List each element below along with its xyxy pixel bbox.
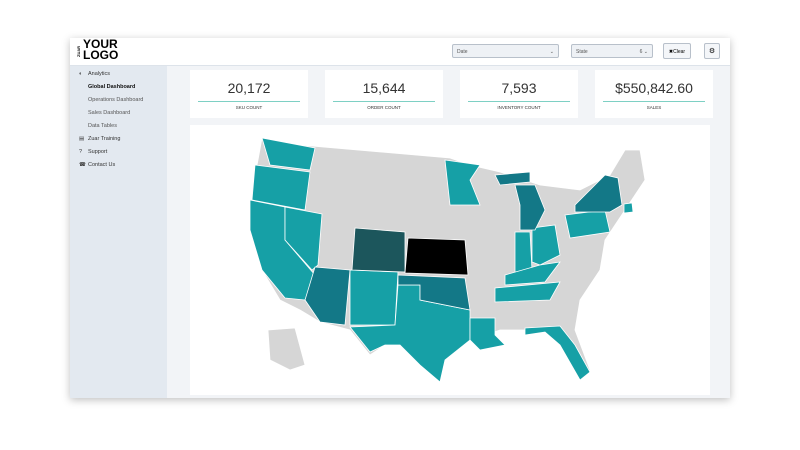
state[interactable] xyxy=(261,137,316,171)
state[interactable] xyxy=(444,159,481,206)
nav-subitem[interactable]: Data Tables xyxy=(88,123,117,129)
kpi-card: 20,172 SKU COUNT xyxy=(190,70,308,118)
kpi-value: 15,644 xyxy=(362,80,406,96)
settings-button[interactable]: ⚙ xyxy=(704,43,720,59)
nav-item[interactable]: Zuar Training xyxy=(88,136,121,142)
date-filter[interactable]: Date ⌄ xyxy=(452,44,559,58)
kpi-card: 15,644 ORDER COUNT xyxy=(325,70,443,118)
clear-button[interactable]: ✖Clear xyxy=(663,43,691,59)
clear-label: Clear xyxy=(673,49,686,55)
nav-item[interactable]: Support xyxy=(88,149,108,155)
nav-item[interactable]: Contact Us xyxy=(88,162,116,168)
logo-prefix: ZUAR xyxy=(76,45,81,57)
kpi-value: 7,593 xyxy=(501,80,537,96)
date-label: Date xyxy=(457,49,468,55)
state[interactable] xyxy=(574,174,623,213)
state[interactable] xyxy=(397,274,471,311)
state[interactable] xyxy=(351,227,406,273)
logo-line: LOGO xyxy=(83,48,119,62)
kpi-value: 20,172 xyxy=(227,80,271,96)
logo: YOUR LOGO xyxy=(83,38,119,62)
logo-line: YOUR xyxy=(83,38,118,51)
kpi-value: $550,842.60 xyxy=(615,80,693,96)
header: ZUAR YOUR LOGO Date ⌄ State 6 ⌄ ✖Clear ⚙ xyxy=(70,38,730,66)
state[interactable] xyxy=(494,281,561,303)
state[interactable] xyxy=(531,224,561,266)
state[interactable] xyxy=(524,325,591,381)
state-filter[interactable]: State 6 ⌄ xyxy=(571,44,653,58)
nav-subitem[interactable]: Sales Dashboard xyxy=(88,110,131,116)
state-label: State xyxy=(576,49,588,55)
nav-subitem[interactable]: Operations Dashboard xyxy=(88,97,144,103)
kpi-label: INVENTORY COUNT xyxy=(497,105,541,110)
state[interactable] xyxy=(623,202,634,214)
kpi-label: SALES xyxy=(646,105,662,110)
nav-icon: ◐ xyxy=(79,71,83,77)
kpi-label: ORDER COUNT xyxy=(367,105,401,110)
state[interactable] xyxy=(514,231,533,273)
nav-icon: ▤ xyxy=(79,136,85,142)
kpi-card: 7,593 INVENTORY COUNT xyxy=(460,70,578,118)
state[interactable] xyxy=(251,164,311,211)
kpi-label: SKU COUNT xyxy=(235,105,263,110)
state-count: 6 xyxy=(639,49,643,55)
us-map xyxy=(249,137,646,383)
state[interactable] xyxy=(514,184,546,231)
app-window: ZUAR YOUR LOGO Date ⌄ State 6 ⌄ ✖Clear ⚙ ◐… xyxy=(70,38,730,398)
kpi-card: $550,842.60 SALES xyxy=(595,70,713,118)
nav-item[interactable]: Analytics xyxy=(88,71,111,77)
state[interactable] xyxy=(469,317,506,351)
sidebar: ◐ Analytics Global Dashboard Operations Das… xyxy=(70,66,167,398)
map-card xyxy=(190,125,710,395)
state[interactable] xyxy=(504,261,561,286)
nav-subitem[interactable]: Global Dashboard xyxy=(88,84,136,90)
state[interactable] xyxy=(349,269,399,326)
state[interactable] xyxy=(494,171,531,186)
state[interactable] xyxy=(404,237,469,276)
nav-icon: ? xyxy=(79,149,83,155)
nav-icon: ☎ xyxy=(79,162,86,168)
state[interactable] xyxy=(267,327,306,371)
state[interactable] xyxy=(304,266,351,326)
